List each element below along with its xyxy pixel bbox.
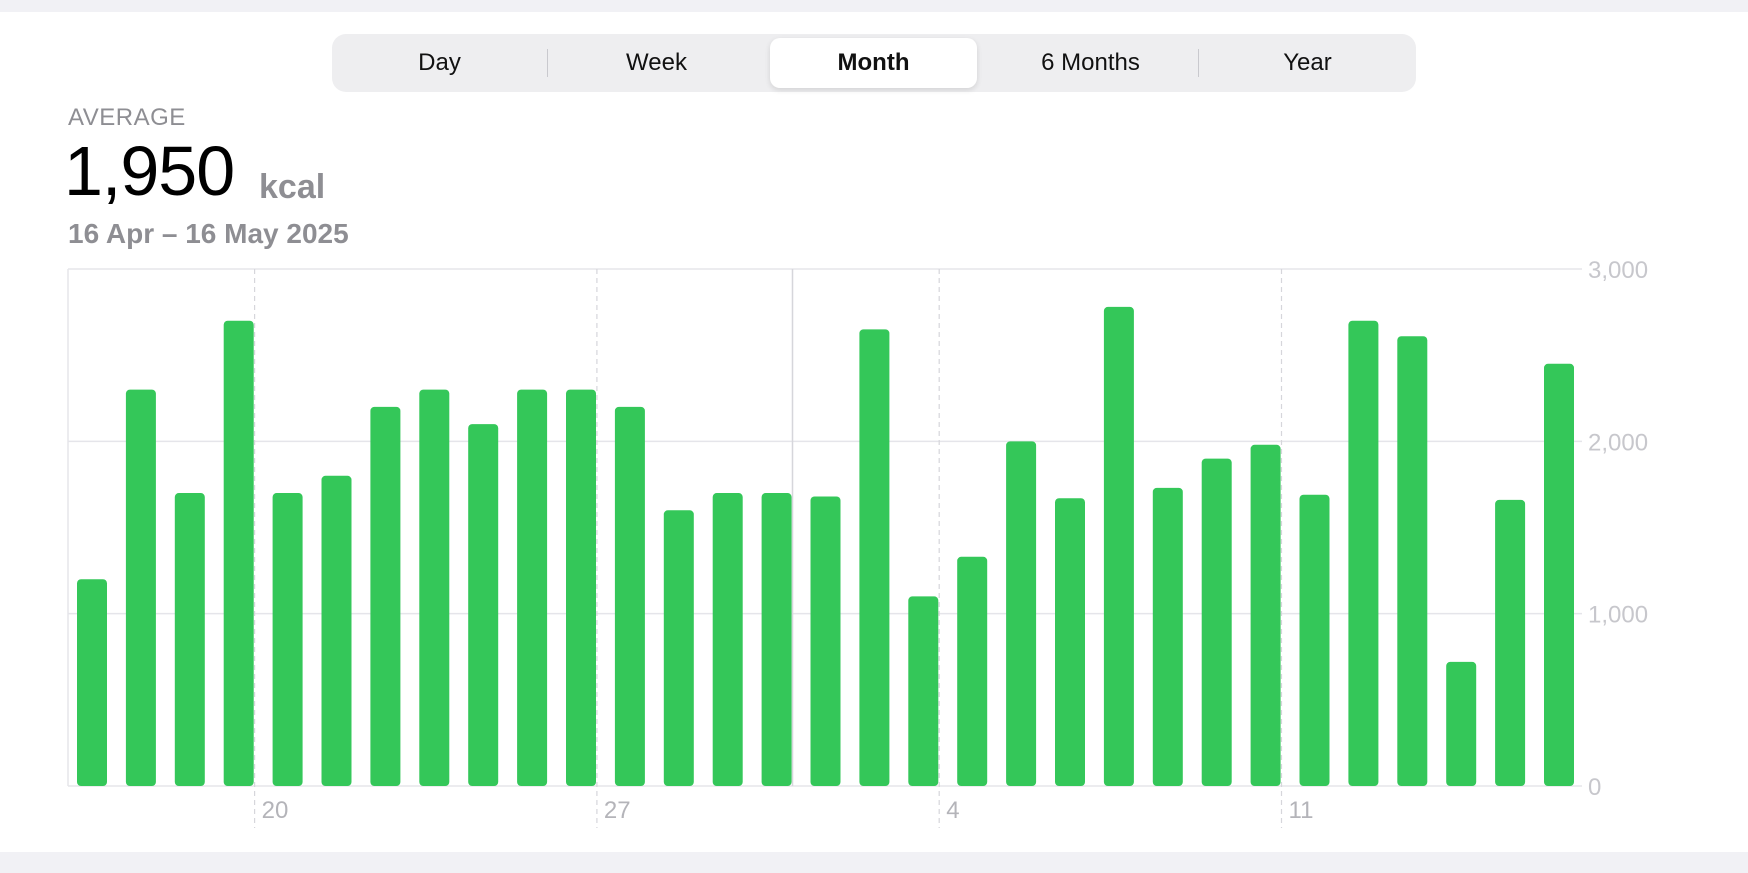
segment-divider: [547, 49, 548, 77]
bar: [1348, 320, 1379, 786]
date-range: 16 Apr – 16 May 2025: [68, 218, 349, 249]
bar: [1055, 498, 1085, 786]
bar: [957, 556, 988, 786]
bar: [859, 329, 890, 786]
segment-year[interactable]: Year: [1283, 49, 1332, 76]
bar: [712, 493, 743, 786]
segment-6-months[interactable]: 6 Months: [1041, 49, 1140, 76]
segment-divider: [1198, 49, 1199, 77]
bar: [1397, 336, 1428, 786]
bar: [1006, 441, 1037, 786]
bar: [223, 320, 254, 786]
average-value: 1,950: [64, 132, 235, 210]
bar: [1103, 306, 1134, 786]
x-tick-label: 20: [262, 797, 289, 824]
bar: [1152, 487, 1183, 786]
bar: [908, 596, 939, 786]
bar: [1250, 444, 1281, 786]
segment-month[interactable]: Month: [770, 38, 977, 88]
bar: [810, 496, 841, 786]
bar: [272, 493, 303, 786]
bar: [663, 510, 694, 786]
bar: [566, 389, 596, 786]
x-tick-label: 11: [1289, 797, 1314, 824]
bar: [321, 475, 352, 786]
segment-day[interactable]: Day: [418, 49, 461, 76]
segment-week[interactable]: Week: [626, 49, 687, 76]
bar: [1446, 661, 1477, 786]
y-tick-label: 1,000: [1588, 602, 1648, 629]
y-tick-label: 2,000: [1588, 429, 1648, 456]
bar: [1544, 363, 1574, 786]
average-label: AVERAGE: [68, 104, 186, 131]
bar: [1201, 458, 1232, 786]
bar: [419, 389, 450, 786]
bar: [468, 424, 499, 786]
bar: [517, 389, 548, 786]
y-tick-label: 3,000: [1588, 257, 1648, 284]
bar: [77, 579, 107, 786]
x-tick-label: 4: [946, 797, 959, 824]
bar: [1495, 499, 1526, 786]
bar: [125, 389, 156, 786]
bar: [1299, 494, 1330, 786]
x-tick-label: 27: [604, 797, 631, 824]
bar: [370, 406, 401, 786]
time-range-segmented-control: Day Week Month 6 Months Year: [332, 34, 1416, 92]
bar: [174, 493, 205, 786]
average-unit: kcal: [259, 168, 326, 206]
y-tick-label: 0: [1588, 774, 1601, 801]
bar: [614, 406, 645, 786]
bar: [761, 493, 792, 786]
